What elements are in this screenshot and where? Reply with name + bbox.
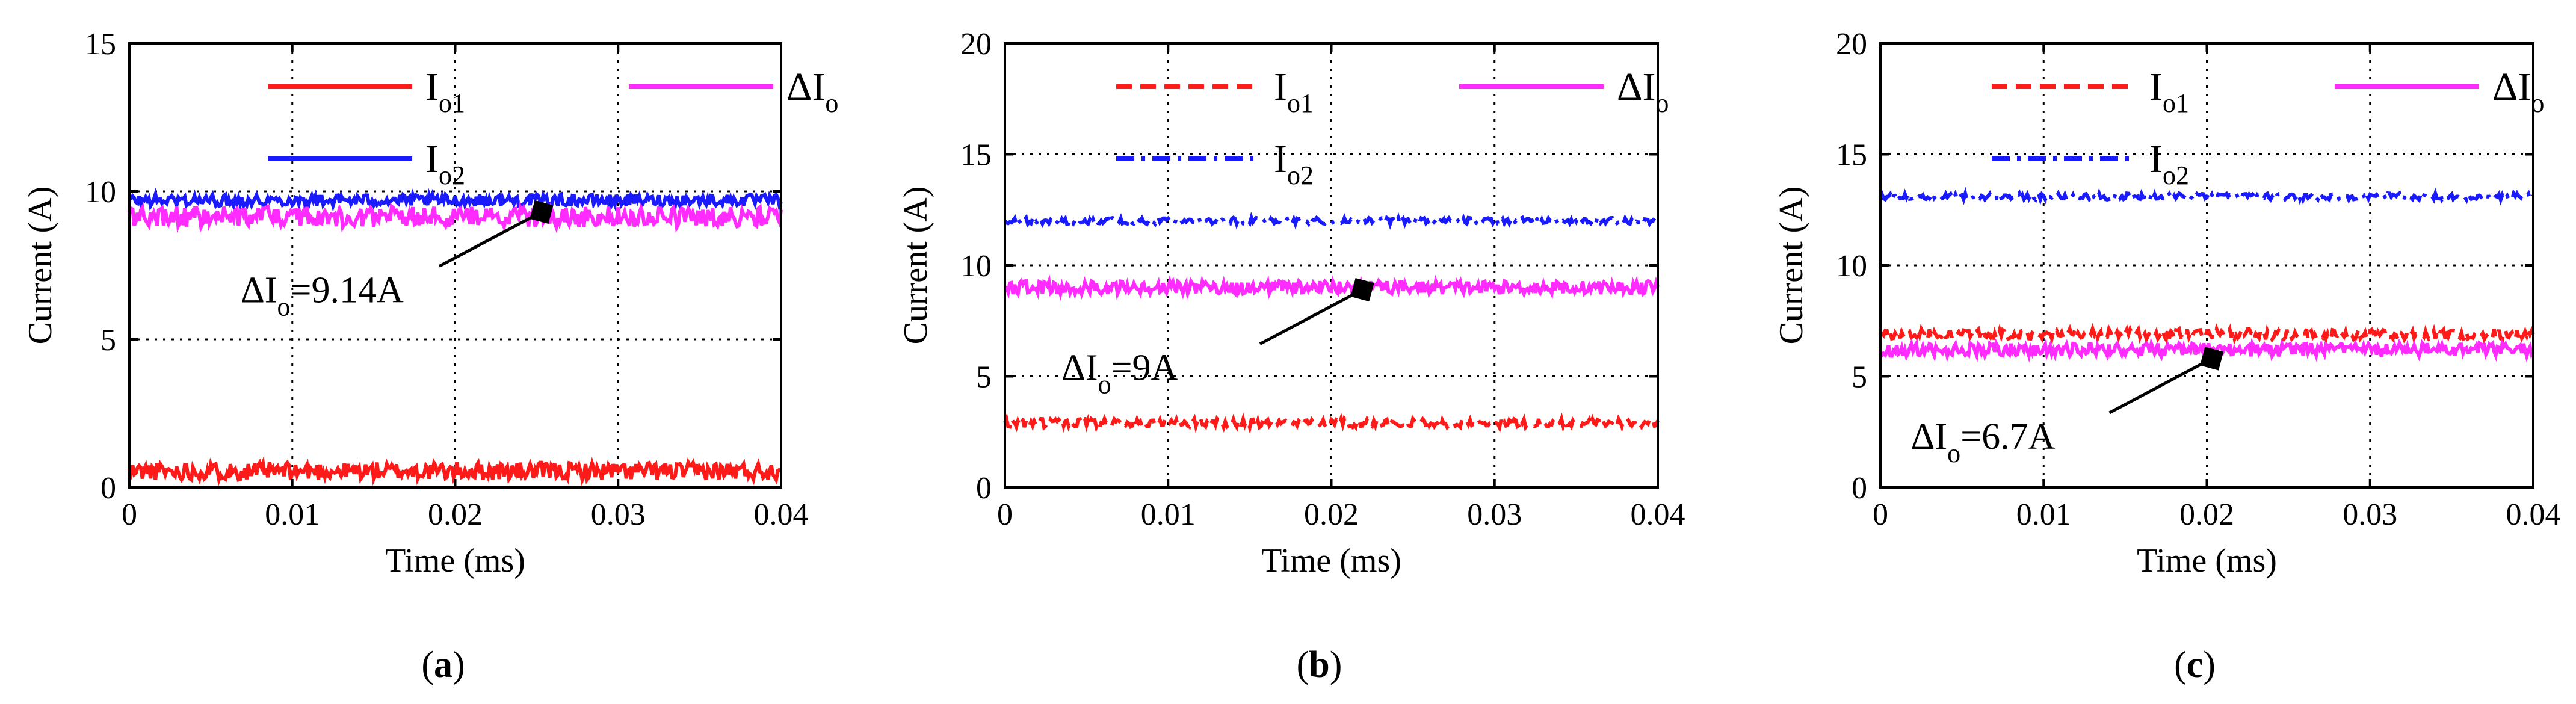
legend-label-io2: Io2 xyxy=(1274,137,1314,190)
y-tick-label: 5 xyxy=(1852,360,1867,395)
x-tick-label: 0.03 xyxy=(591,498,646,532)
legend-subscript: o1 xyxy=(2163,88,2189,118)
annotation-label: ΔIo=9A xyxy=(1061,348,1178,400)
annotation-value: =6.7A xyxy=(1960,416,2055,457)
legend-label-io1: Io1 xyxy=(425,65,465,118)
x-tick-label: 0.02 xyxy=(2179,498,2234,532)
x-tick-label: 0.04 xyxy=(2506,498,2561,532)
panel-caption-close: ) xyxy=(452,644,465,685)
x-tick-label: 0.04 xyxy=(1631,498,1685,532)
x-tick-label: 0.01 xyxy=(265,498,320,532)
annotation-value: =9.14A xyxy=(291,270,404,310)
series-line-dio xyxy=(128,200,783,234)
panel-caption-letter: c xyxy=(2187,644,2204,685)
legend-label-io2: Io2 xyxy=(425,137,465,190)
panel-caption-close: ) xyxy=(2203,644,2216,685)
x-axis-label: Time (ms) xyxy=(2137,542,2277,579)
annotation-marker xyxy=(2200,347,2224,371)
annotation-label: ΔIo=6.7A xyxy=(1911,416,2056,468)
series-line-io1 xyxy=(128,455,782,487)
y-tick-label: 15 xyxy=(1836,138,1867,173)
x-tick-label: 0 xyxy=(1873,498,1888,532)
x-tick-label: 0.02 xyxy=(1304,498,1359,532)
x-tick-label: 0.03 xyxy=(1467,498,1522,532)
legend-subscript: o1 xyxy=(1287,88,1314,118)
legend-subscript: o2 xyxy=(439,161,465,190)
series-line-io1 xyxy=(1003,412,1660,435)
y-tick-label: 15 xyxy=(85,27,116,61)
legend-label-dio: ΔIo xyxy=(2492,65,2544,118)
y-axis-label: Current (A) xyxy=(1773,187,1810,345)
series-line-dio xyxy=(1004,274,1660,301)
annotation-leader xyxy=(1259,288,1364,345)
series-line-io1 xyxy=(1879,322,2535,347)
y-tick-label: 0 xyxy=(976,471,992,505)
y-axis-label: Current (A) xyxy=(22,187,59,345)
panel-caption-close: ) xyxy=(1330,644,1342,685)
chart-panel-a: 0 0.01 0.02 0.03 0.04 0 5 10 15 Time (ms) Current … xyxy=(22,27,838,685)
legend-subscript: o2 xyxy=(1287,161,1314,190)
y-tick-label: 5 xyxy=(976,360,992,395)
x-tick-label: 0.02 xyxy=(428,498,483,532)
chart-panel-c: 0 0.01 0.02 0.03 0.04 0 5 10 15 20 Time (ms) Curren… xyxy=(1773,27,2561,685)
x-tick-label: 0.01 xyxy=(1141,498,1196,532)
annotation-subscript: o xyxy=(277,292,291,321)
y-tick-label: 20 xyxy=(1836,27,1867,61)
y-tick-label: 20 xyxy=(960,27,992,61)
legend-label-dio: ΔIo xyxy=(1617,65,1669,118)
legend-label-io1: Io1 xyxy=(2149,65,2189,118)
annotation-marker xyxy=(530,200,554,224)
y-tick-label: 10 xyxy=(1836,249,1867,283)
x-tick-label: 0 xyxy=(997,498,1013,532)
legend-subscript: o xyxy=(1655,88,1669,118)
panel-caption: (b) xyxy=(1297,644,1342,685)
y-tick-label: 10 xyxy=(85,175,116,209)
x-axis-label: Time (ms) xyxy=(1261,542,1401,579)
panel-caption-letter: b xyxy=(1309,644,1329,685)
y-tick-label: 15 xyxy=(960,138,992,173)
chart-panel-b: 0 0.01 0.02 0.03 0.04 0 5 10 15 20 Time (ms) Curren… xyxy=(897,27,1685,685)
annotation-subscript: o xyxy=(1947,439,1960,468)
annotation-subscript: o xyxy=(1098,370,1111,400)
annotation-marker xyxy=(1350,277,1374,302)
legend-subscript: o1 xyxy=(439,88,465,118)
annotation-label: ΔIo=9.14A xyxy=(241,270,404,321)
x-tick-label: 0.01 xyxy=(2016,498,2071,532)
y-tick-label: 0 xyxy=(100,471,116,505)
panel-caption: (c) xyxy=(2174,644,2216,685)
y-axis-label: Current (A) xyxy=(897,187,934,345)
annotation-value: =9A xyxy=(1111,348,1178,389)
x-tick-label: 0 xyxy=(122,498,137,532)
panel-caption: (a) xyxy=(421,644,465,685)
x-tick-label: 0.03 xyxy=(2343,498,2397,532)
legend-subscript: o2 xyxy=(2163,161,2189,190)
series-line-io2 xyxy=(1003,212,1659,230)
annotation-leader xyxy=(2108,357,2213,415)
legend-subscript: o xyxy=(825,88,838,118)
y-tick-label: 0 xyxy=(1852,471,1867,505)
legend-subscript: o xyxy=(2531,88,2544,118)
legend-label-io1: Io1 xyxy=(1274,65,1314,118)
series-line-io2 xyxy=(129,187,783,212)
legend-label-dio: ΔIo xyxy=(786,65,838,118)
legend-label-io2: Io2 xyxy=(2149,137,2189,190)
y-tick-label: 10 xyxy=(960,249,992,283)
x-tick-label: 0.04 xyxy=(754,498,809,532)
panel-caption-letter: a xyxy=(434,644,452,685)
annotation-leader xyxy=(438,211,543,268)
y-tick-label: 5 xyxy=(100,323,116,357)
x-axis-label: Time (ms) xyxy=(385,542,525,579)
series-line-io2 xyxy=(1879,186,2535,206)
